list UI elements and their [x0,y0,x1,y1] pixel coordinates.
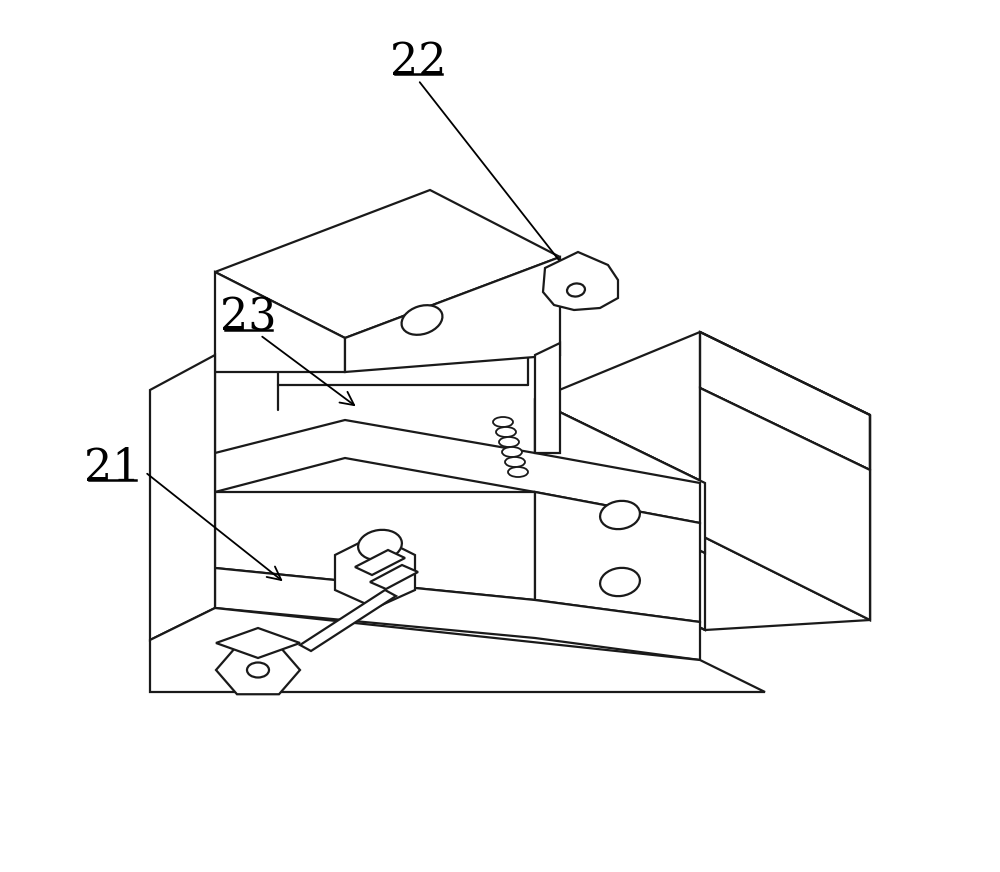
Polygon shape [543,252,618,310]
Ellipse shape [508,467,528,477]
Text: 21: 21 [84,446,140,489]
Ellipse shape [247,663,269,678]
Ellipse shape [567,283,585,296]
Polygon shape [215,420,700,523]
Polygon shape [150,608,765,692]
Polygon shape [535,492,700,622]
Polygon shape [335,535,415,608]
Polygon shape [345,257,560,372]
Ellipse shape [499,437,519,447]
Text: 23: 23 [220,296,276,339]
Polygon shape [300,590,396,651]
Polygon shape [535,343,560,453]
Ellipse shape [505,457,525,467]
Polygon shape [355,550,405,575]
Polygon shape [535,400,705,630]
Polygon shape [215,568,700,660]
Polygon shape [215,190,560,338]
Polygon shape [216,646,300,694]
Polygon shape [535,332,870,483]
Ellipse shape [600,501,640,529]
Ellipse shape [358,530,402,560]
Polygon shape [150,355,215,640]
Polygon shape [700,388,870,620]
Polygon shape [216,628,300,658]
Ellipse shape [402,305,442,335]
Polygon shape [535,400,705,553]
Ellipse shape [600,568,640,596]
Ellipse shape [496,427,516,437]
Polygon shape [700,332,870,620]
Ellipse shape [493,417,513,427]
Polygon shape [370,565,418,589]
Text: 22: 22 [390,40,446,84]
Polygon shape [215,492,535,600]
Polygon shape [215,272,345,372]
Ellipse shape [502,447,522,457]
